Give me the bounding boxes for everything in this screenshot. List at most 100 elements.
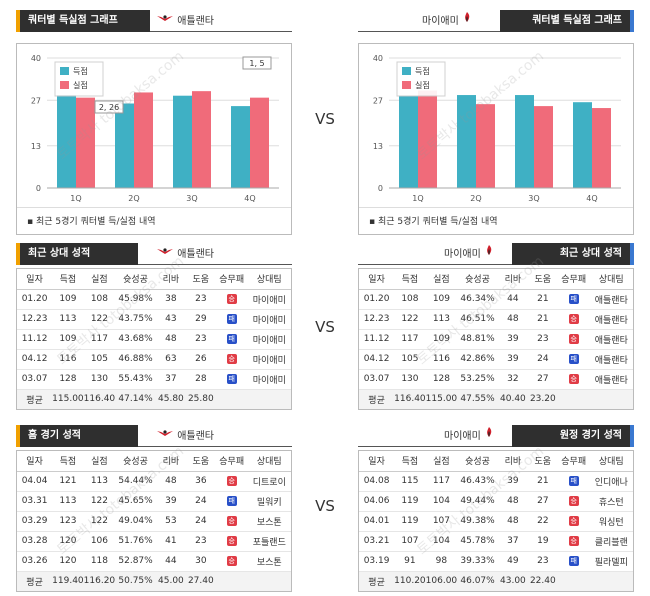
table-cell: 49.04% bbox=[115, 511, 156, 532]
bar-scored bbox=[173, 95, 192, 188]
win-badge-icon: 승 bbox=[568, 536, 579, 546]
table-cell: 48.81% bbox=[457, 329, 498, 350]
column-header: 리바 bbox=[155, 451, 186, 472]
table-cell: 36 bbox=[185, 471, 216, 492]
table-cell: 49.44% bbox=[457, 491, 498, 512]
left-team-name: 애틀랜타 bbox=[177, 16, 214, 27]
average-label: 평균 bbox=[17, 389, 53, 409]
table-cell: 113 bbox=[52, 309, 84, 330]
header-accent bbox=[16, 243, 20, 265]
table-cell: 마이애미 bbox=[247, 369, 291, 390]
recent-title: 최근 상대 성적 bbox=[512, 243, 630, 265]
team-label: 마이애미 bbox=[422, 10, 472, 32]
table-cell: 117 bbox=[425, 471, 458, 492]
table-cell: 53.25% bbox=[457, 369, 498, 390]
left-recent-header: 최근 상대 성적 애틀랜타 bbox=[16, 243, 292, 265]
average-cell: 43.00 bbox=[497, 571, 528, 591]
loss-badge-icon: 패 bbox=[226, 334, 237, 344]
annotation-label: 1, 5 bbox=[249, 59, 264, 68]
x-tick-label: 4Q bbox=[586, 194, 597, 203]
table-cell: 28 bbox=[185, 369, 216, 390]
table-cell: 121 bbox=[52, 471, 84, 492]
column-header: 승무패 bbox=[215, 269, 248, 290]
table-cell: 113 bbox=[52, 491, 84, 512]
table-row: 03.07 130 128 53.25% 32 27 승 애틀랜타 bbox=[359, 369, 633, 390]
table-cell: 118 bbox=[83, 551, 116, 572]
column-header: 리바 bbox=[497, 451, 528, 472]
table-cell: 51.76% bbox=[115, 531, 156, 552]
table-row: 04.08 115 117 46.43% 39 21 패 인디애나 bbox=[359, 471, 633, 492]
right-team-name: 마이애미 bbox=[422, 16, 459, 27]
table-header-row: 일자 득점 실점 슛성공 리바 도움 승무패 상대팀 bbox=[359, 269, 633, 290]
average-label: 평균 bbox=[17, 571, 53, 591]
win-badge-icon: 승 bbox=[226, 556, 237, 566]
average-cell: 25.80 bbox=[185, 389, 216, 409]
table-cell: 밀워키 bbox=[247, 491, 291, 512]
home-title: 홈 경기 성적 bbox=[20, 425, 138, 447]
table-cell: 48 bbox=[155, 329, 186, 350]
table-row: 11.12 117 109 48.81% 39 23 승 애틀랜타 bbox=[359, 329, 633, 350]
table-cell: 12.23 bbox=[359, 309, 395, 330]
win-badge-icon: 승 bbox=[568, 374, 579, 384]
bar-scored bbox=[573, 102, 592, 188]
table-cell: 117 bbox=[394, 329, 426, 350]
right-away-header: 마이애미 원정 경기 성적 bbox=[358, 425, 634, 447]
bar-scored bbox=[515, 95, 534, 188]
table-cell: 마이애미 bbox=[247, 349, 291, 370]
loss-badge-icon: 패 bbox=[226, 496, 237, 506]
table-cell: 130 bbox=[394, 369, 426, 390]
table-cell: 123 bbox=[52, 511, 84, 532]
column-header: 리바 bbox=[497, 269, 528, 290]
left-chart-box: 0 13 27 40 1Q 2Q 3Q 4Q 득점 실점 2, 26 1, 5 ▪ 최근 5경기 쿼터… bbox=[16, 43, 292, 235]
table-cell: 워싱턴 bbox=[589, 511, 633, 532]
average-cell: 47.55% bbox=[457, 389, 498, 409]
chart-caption: ▪ 최근 5경기 쿼터별 득/실점 내역 bbox=[369, 217, 498, 227]
table-header-row: 일자 득점 실점 슛성공 리바 도움 승무패 상대팀 bbox=[17, 269, 291, 290]
right-recent-table-box: 일자 득점 실점 슛성공 리바 도움 승무패 상대팀 01.20 108 109 46.34% 44 21… bbox=[358, 268, 634, 410]
table-cell: 122 bbox=[83, 511, 116, 532]
column-header: 상대팀 bbox=[589, 451, 633, 472]
table-cell: 04.12 bbox=[17, 349, 53, 370]
x-tick-label: 1Q bbox=[412, 194, 423, 203]
annotation-box bbox=[94, 100, 124, 114]
left-recent-panel: 최근 상대 성적 애틀랜타 일자 득점 실점 슛성공 리바 도움 승무패 상대팀 01.20 10… bbox=[16, 243, 292, 410]
left-recent-table: 일자 득점 실점 슛성공 리바 도움 승무패 상대팀 01.20 109 108 45.98% 38 23… bbox=[17, 269, 291, 409]
table-cell: 41 bbox=[155, 531, 186, 552]
average-cell: 106.00 bbox=[425, 571, 458, 591]
column-header: 득점 bbox=[394, 451, 426, 472]
x-tick-label: 2Q bbox=[128, 194, 139, 203]
result-cell: 승 bbox=[557, 329, 590, 350]
table-cell: 108 bbox=[394, 289, 426, 310]
result-cell: 패 bbox=[557, 349, 590, 370]
table-cell: 109 bbox=[425, 289, 458, 310]
column-header: 도움 bbox=[527, 269, 558, 290]
average-cell: 27.40 bbox=[185, 571, 216, 591]
team-label: 애틀랜타 bbox=[156, 243, 214, 265]
table-cell: 54.44% bbox=[115, 471, 156, 492]
column-header: 도움 bbox=[185, 269, 216, 290]
right-recent-panel: 마이애미 최근 상대 성적 일자 득점 실점 슛성공 리바 도움 승무패 상대팀 01.20 10… bbox=[358, 243, 634, 410]
table-cell: 27 bbox=[527, 491, 558, 512]
column-header: 상대팀 bbox=[589, 269, 633, 290]
table-cell: 104 bbox=[425, 531, 458, 552]
table-cell: 애틀랜타 bbox=[589, 369, 633, 390]
average-row: 평균 116.40 115.00 47.55% 40.40 23.20 bbox=[359, 389, 633, 409]
header-rule bbox=[358, 264, 512, 265]
average-row: 평균 110.20 106.00 46.07% 43.00 22.40 bbox=[359, 571, 633, 591]
table-row: 04.06 119 104 49.44% 48 27 승 휴스턴 bbox=[359, 491, 633, 512]
bar-scored bbox=[115, 103, 134, 188]
loss-badge-icon: 패 bbox=[568, 354, 579, 364]
table-cell: 44 bbox=[155, 551, 186, 572]
result-cell: 패 bbox=[215, 309, 248, 330]
table-cell: 108 bbox=[83, 289, 116, 310]
table-cell: 23 bbox=[527, 551, 558, 572]
empty-cell bbox=[557, 571, 590, 591]
column-header: 슛성공 bbox=[457, 451, 498, 472]
header-rule bbox=[150, 31, 292, 32]
team-label: 마이애미 bbox=[444, 425, 494, 447]
table-cell: 122 bbox=[83, 491, 116, 512]
y-tick-label: 27 bbox=[373, 96, 383, 105]
average-cell: 23.20 bbox=[527, 389, 558, 409]
y-tick-label: 40 bbox=[373, 54, 383, 63]
